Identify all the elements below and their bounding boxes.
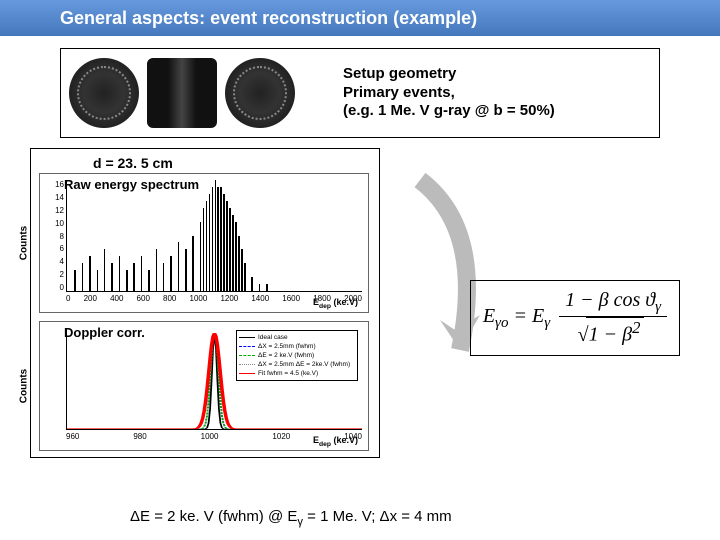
- setup-line3: (e.g. 1 Me. V g-ray @ b = 50%): [343, 102, 555, 121]
- chart1-bars: [67, 180, 362, 291]
- detector-front-2: [225, 58, 295, 128]
- chart2-yticks: [44, 328, 64, 430]
- formula-lhs: Eγo: [483, 305, 509, 327]
- bottom-part1: ΔE = 2 ke. V (fwhm) @ E: [130, 508, 297, 525]
- bottom-part2: = 1 Me. V; Δx = 4 mm: [303, 508, 452, 525]
- detector-side: [147, 58, 217, 128]
- chart1-yticks: 1614121086420: [44, 180, 64, 292]
- formula-eq: = Eγ: [513, 305, 550, 327]
- detector-front-1: [69, 58, 139, 128]
- formula-fraction: 1 − β cos ϑγ 1 − β2: [559, 289, 667, 347]
- chart2-legend: Ideal caseΔX = 2.5mm (fwhm)ΔE = 2 ke.V (…: [236, 330, 358, 381]
- page-title: General aspects: event reconstruction (e…: [60, 8, 477, 29]
- setup-line2: Primary events,: [343, 84, 555, 103]
- chart1-title: Raw energy spectrum: [64, 177, 199, 192]
- formula-numerator: 1 − β cos ϑγ: [559, 289, 667, 317]
- chart1-xlabel: Edep (ke.V): [313, 297, 358, 310]
- spectra-box: d = 23. 5 cm Counts Raw energy spectrum …: [30, 148, 380, 458]
- title-bar: General aspects: event reconstruction (e…: [0, 0, 720, 36]
- formula-denominator: 1 − β2: [576, 317, 651, 347]
- doppler-formula: Eγo = Eγ 1 − β cos ϑγ 1 − β2: [470, 280, 680, 356]
- bottom-caption: ΔE = 2 ke. V (fwhm) @ Eγ = 1 Me. V; Δx =…: [130, 508, 452, 528]
- setup-box: Setup geometry Primary events, (e.g. 1 M…: [60, 48, 660, 138]
- raw-spectrum-chart: Counts Raw energy spectrum 1614121086420…: [39, 173, 369, 313]
- chart2-xlabel: Edep (ke.V): [313, 435, 358, 448]
- chart2-title: Doppler corr.: [64, 325, 145, 340]
- chart1-plot-area: [66, 180, 362, 292]
- setup-text: Setup geometry Primary events, (e.g. 1 M…: [343, 65, 555, 121]
- setup-line1: Setup geometry: [343, 65, 555, 84]
- chart1-ylabel: Counts: [19, 226, 30, 260]
- doppler-chart: Counts Doppler corr. 960980100010201040 …: [39, 321, 369, 451]
- d-label: d = 23. 5 cm: [93, 155, 371, 171]
- chart2-ylabel: Counts: [19, 369, 30, 403]
